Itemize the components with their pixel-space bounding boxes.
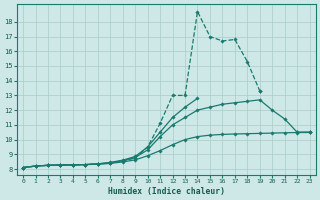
X-axis label: Humidex (Indice chaleur): Humidex (Indice chaleur): [108, 187, 225, 196]
